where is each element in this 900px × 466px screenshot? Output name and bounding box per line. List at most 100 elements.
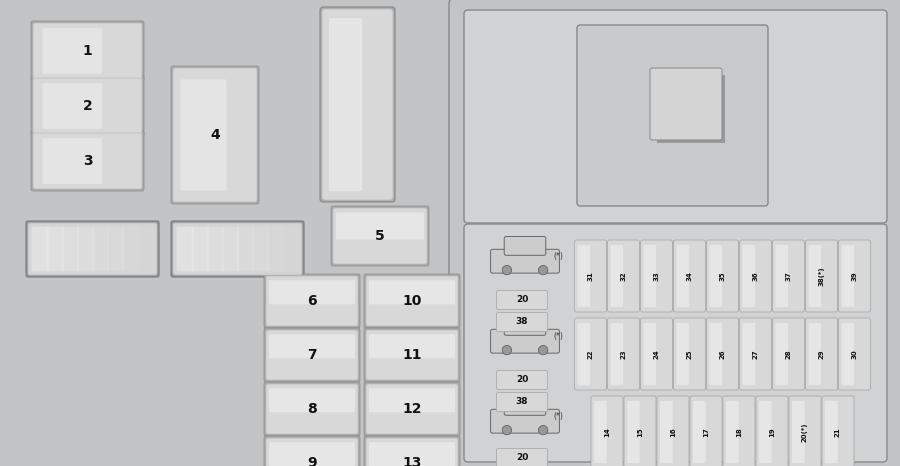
FancyBboxPatch shape xyxy=(331,206,429,266)
FancyBboxPatch shape xyxy=(366,276,458,326)
FancyBboxPatch shape xyxy=(806,318,838,390)
FancyBboxPatch shape xyxy=(267,226,284,272)
FancyBboxPatch shape xyxy=(644,245,656,307)
Text: 38(*): 38(*) xyxy=(818,266,824,286)
FancyBboxPatch shape xyxy=(610,323,623,385)
FancyBboxPatch shape xyxy=(491,409,560,433)
FancyBboxPatch shape xyxy=(336,212,424,240)
FancyBboxPatch shape xyxy=(252,226,269,272)
FancyBboxPatch shape xyxy=(497,313,547,331)
Text: 38: 38 xyxy=(516,397,528,406)
FancyBboxPatch shape xyxy=(723,396,755,466)
FancyBboxPatch shape xyxy=(42,83,103,129)
FancyBboxPatch shape xyxy=(677,323,689,385)
FancyBboxPatch shape xyxy=(76,226,94,272)
FancyBboxPatch shape xyxy=(693,401,706,463)
FancyBboxPatch shape xyxy=(33,133,142,189)
FancyBboxPatch shape xyxy=(491,249,560,273)
FancyBboxPatch shape xyxy=(641,318,672,390)
Text: (*): (*) xyxy=(553,331,562,341)
FancyBboxPatch shape xyxy=(42,138,103,184)
Text: 20: 20 xyxy=(516,453,528,462)
Text: 37: 37 xyxy=(786,271,791,281)
FancyBboxPatch shape xyxy=(237,226,254,272)
FancyBboxPatch shape xyxy=(269,334,355,358)
Text: 20: 20 xyxy=(516,376,528,384)
FancyBboxPatch shape xyxy=(742,323,755,385)
Text: (*): (*) xyxy=(553,252,562,260)
FancyBboxPatch shape xyxy=(591,396,623,466)
FancyBboxPatch shape xyxy=(92,226,109,272)
Text: 22: 22 xyxy=(588,349,593,359)
Text: 23: 23 xyxy=(620,349,626,359)
FancyBboxPatch shape xyxy=(673,240,706,312)
FancyBboxPatch shape xyxy=(122,226,140,272)
FancyBboxPatch shape xyxy=(627,401,640,463)
FancyBboxPatch shape xyxy=(464,10,887,223)
FancyBboxPatch shape xyxy=(504,316,545,336)
Text: 15: 15 xyxy=(637,427,643,437)
FancyBboxPatch shape xyxy=(222,226,239,272)
FancyBboxPatch shape xyxy=(677,245,689,307)
Circle shape xyxy=(502,266,511,275)
FancyBboxPatch shape xyxy=(776,323,788,385)
FancyBboxPatch shape xyxy=(62,226,79,272)
FancyBboxPatch shape xyxy=(320,7,395,202)
Text: 20(*): 20(*) xyxy=(802,422,808,442)
FancyBboxPatch shape xyxy=(690,396,722,466)
FancyBboxPatch shape xyxy=(33,23,142,79)
FancyBboxPatch shape xyxy=(0,0,457,466)
Circle shape xyxy=(502,425,511,435)
Text: 29: 29 xyxy=(818,349,824,359)
FancyBboxPatch shape xyxy=(33,78,142,134)
FancyBboxPatch shape xyxy=(329,18,362,191)
Text: 2: 2 xyxy=(83,99,93,113)
Text: 4: 4 xyxy=(210,128,220,142)
FancyBboxPatch shape xyxy=(364,436,460,466)
FancyBboxPatch shape xyxy=(173,223,302,275)
FancyBboxPatch shape xyxy=(369,442,455,466)
Text: 12: 12 xyxy=(402,402,422,416)
FancyBboxPatch shape xyxy=(610,245,623,307)
FancyBboxPatch shape xyxy=(266,330,358,380)
FancyBboxPatch shape xyxy=(650,68,722,140)
FancyBboxPatch shape xyxy=(772,318,805,390)
FancyBboxPatch shape xyxy=(594,401,607,463)
FancyBboxPatch shape xyxy=(264,328,360,382)
FancyBboxPatch shape xyxy=(776,245,788,307)
FancyBboxPatch shape xyxy=(673,318,706,390)
Text: 9: 9 xyxy=(307,456,317,466)
FancyBboxPatch shape xyxy=(808,323,821,385)
FancyBboxPatch shape xyxy=(497,290,547,309)
FancyBboxPatch shape xyxy=(32,226,49,272)
FancyBboxPatch shape xyxy=(42,28,103,74)
FancyBboxPatch shape xyxy=(269,280,355,304)
FancyBboxPatch shape xyxy=(578,323,590,385)
Text: 19: 19 xyxy=(769,427,775,437)
FancyBboxPatch shape xyxy=(171,66,259,204)
FancyBboxPatch shape xyxy=(657,396,689,466)
FancyBboxPatch shape xyxy=(740,318,771,390)
FancyBboxPatch shape xyxy=(808,245,821,307)
FancyBboxPatch shape xyxy=(180,79,227,191)
FancyBboxPatch shape xyxy=(842,323,854,385)
FancyBboxPatch shape xyxy=(366,330,458,380)
Text: 36: 36 xyxy=(752,271,759,281)
FancyBboxPatch shape xyxy=(504,236,545,255)
FancyBboxPatch shape xyxy=(266,384,358,434)
FancyBboxPatch shape xyxy=(176,226,194,272)
FancyBboxPatch shape xyxy=(31,21,144,81)
Text: 35: 35 xyxy=(719,271,725,281)
Text: 38: 38 xyxy=(516,317,528,327)
FancyBboxPatch shape xyxy=(660,401,672,463)
Bar xyxy=(657,75,725,143)
FancyBboxPatch shape xyxy=(772,240,805,312)
FancyBboxPatch shape xyxy=(28,223,157,275)
FancyBboxPatch shape xyxy=(283,226,300,272)
FancyBboxPatch shape xyxy=(369,280,455,304)
FancyBboxPatch shape xyxy=(608,318,640,390)
FancyBboxPatch shape xyxy=(264,436,360,466)
FancyBboxPatch shape xyxy=(756,396,788,466)
FancyBboxPatch shape xyxy=(369,388,455,412)
FancyBboxPatch shape xyxy=(574,240,607,312)
